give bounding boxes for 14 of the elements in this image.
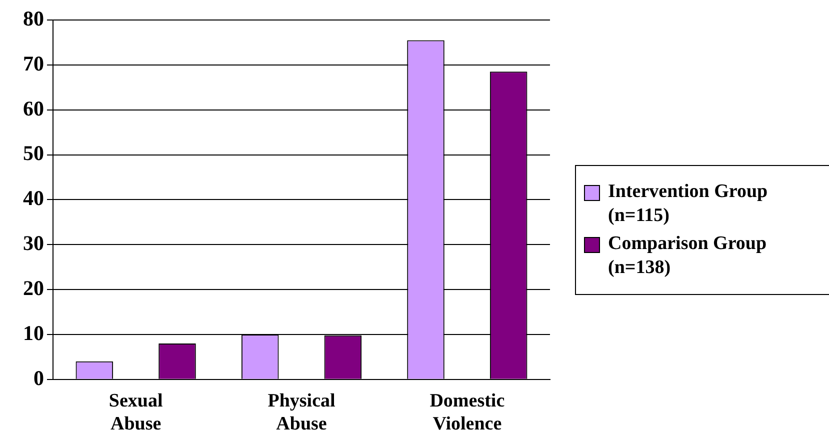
y-tick-label: 80	[23, 6, 44, 30]
x-tick-label: Sexual Abuse	[108, 390, 163, 435]
y-tick-label: 20	[23, 276, 44, 300]
y-tick-label: 10	[23, 320, 44, 345]
y-tick-label: 30	[23, 231, 44, 256]
x-tick-label: Physical Abuse	[268, 390, 336, 435]
y-tick-label: 60	[23, 96, 44, 120]
y-tick-label: 50	[23, 141, 44, 166]
y-tick-label: 0	[34, 366, 44, 390]
y-tick-label: 70	[23, 51, 44, 76]
legend-label: Intervention Group (n=115)	[608, 180, 769, 228]
y-tick-label: 40	[23, 186, 44, 210]
legend-label: Comparison Group (n=138)	[608, 232, 768, 280]
x-tick-label: Domestic Violence	[430, 390, 505, 435]
